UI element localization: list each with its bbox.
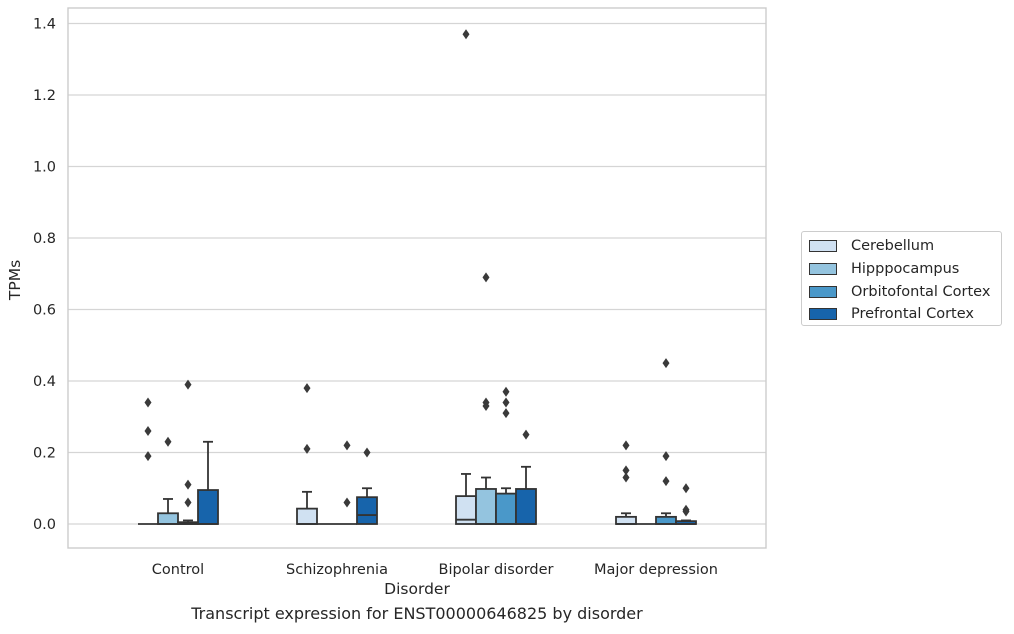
plot-frame <box>67 7 767 549</box>
legend-item: Hipppocampus <box>802 258 1001 281</box>
outlier-point <box>622 465 630 476</box>
outlier-point <box>502 386 510 397</box>
outlier-point <box>502 408 510 419</box>
box-orbitofontal-cortex <box>177 379 199 525</box>
x-tick-label: Schizophrenia <box>286 562 388 578</box>
outlier-point <box>662 476 670 487</box>
outlier-point <box>144 397 152 408</box>
y-axis-title: TPMs <box>6 260 24 301</box>
legend: Cerebellum Hipppocampus Orbitofontal Corte… <box>801 231 1002 326</box>
box-prefrontal-cortex <box>515 429 537 525</box>
iqr-box <box>655 515 677 525</box>
y-tick-label: 1.4 <box>33 17 56 33</box>
box-orbitofontal-cortex <box>655 358 677 525</box>
iqr-box <box>157 512 179 525</box>
outlier-point <box>622 472 630 483</box>
outlier-point <box>682 506 690 517</box>
iqr-box <box>515 488 537 525</box>
outlier-point <box>502 397 510 408</box>
box-prefrontal-cortex <box>356 447 378 525</box>
chart-caption: Transcript expression for ENST0000064682… <box>191 604 643 623</box>
outlier-point <box>343 440 351 451</box>
outlier-point <box>662 451 670 462</box>
outlier-point <box>363 447 371 458</box>
x-tick-labels: Control Schizophrenia Bipolar disorder Majo… <box>152 562 718 578</box>
y-tick-label: 0.0 <box>33 517 56 533</box>
outlier-point <box>184 379 192 390</box>
box-cerebellum <box>615 440 637 525</box>
box-hipppocampus <box>157 436 179 525</box>
legend-label: Prefrontal Cortex <box>851 306 974 323</box>
iqr-box <box>615 515 637 525</box>
y-tick-label: 0.4 <box>33 374 56 390</box>
outlier-point <box>482 272 490 283</box>
iqr-box <box>356 496 378 525</box>
outlier-point <box>303 383 311 394</box>
outlier-point <box>184 479 192 490</box>
legend-label: Orbitofontal Cortex <box>851 283 991 300</box>
box-prefrontal-cortex <box>675 483 697 525</box>
box-prefrontal-cortex <box>197 440 219 525</box>
outlier-point <box>682 483 690 494</box>
legend-swatch <box>809 263 837 276</box>
outlier-point <box>303 443 311 454</box>
outlier-point <box>343 497 351 508</box>
iqr-box <box>495 492 517 525</box>
y-tick-label: 0.8 <box>33 231 56 247</box>
legend-item: Orbitofontal Cortex <box>802 280 1001 303</box>
plot-background <box>68 8 766 548</box>
y-tick-label: 1.0 <box>33 160 56 176</box>
x-tick-label: Major depression <box>594 562 718 578</box>
box-orbitofontal-cortex <box>337 440 357 525</box>
iqr-box <box>296 507 318 525</box>
y-tick-label: 0.6 <box>33 303 56 319</box>
legend-swatch <box>809 240 837 253</box>
x-axis-title: Disorder <box>384 580 450 598</box>
outlier-point <box>144 451 152 462</box>
outlier-point <box>462 29 470 40</box>
outlier-point <box>662 358 670 369</box>
outlier-point <box>482 401 490 412</box>
iqr-box <box>475 488 497 525</box>
outlier-point <box>164 436 172 447</box>
legend-item: Prefrontal Cortex <box>802 303 1001 326</box>
y-tick-labels: 0.0 0.2 0.4 0.6 0.8 1.0 1.2 1.4 <box>33 17 56 534</box>
box-series <box>138 29 697 525</box>
legend-item: Cerebellum <box>802 235 1001 258</box>
legend-swatch <box>809 308 837 321</box>
outlier-point <box>144 426 152 437</box>
x-tick-label: Bipolar disorder <box>439 562 554 578</box>
y-tick-label: 0.2 <box>33 446 56 462</box>
outlier-point <box>522 429 530 440</box>
box-orbitofontal-cortex <box>495 386 517 525</box>
outlier-point <box>184 497 192 508</box>
y-tick-label: 1.2 <box>33 88 56 104</box>
legend-label: Hipppocampus <box>851 261 960 278</box>
x-tick-label: Control <box>152 562 204 578</box>
box-hipppocampus <box>475 272 497 525</box>
box-cerebellum <box>138 397 158 525</box>
iqr-box <box>197 489 219 525</box>
legend-label: Cerebellum <box>851 238 935 255</box>
box-cerebellum <box>296 383 318 525</box>
outlier-point <box>622 440 630 451</box>
legend-swatch <box>809 285 837 298</box>
